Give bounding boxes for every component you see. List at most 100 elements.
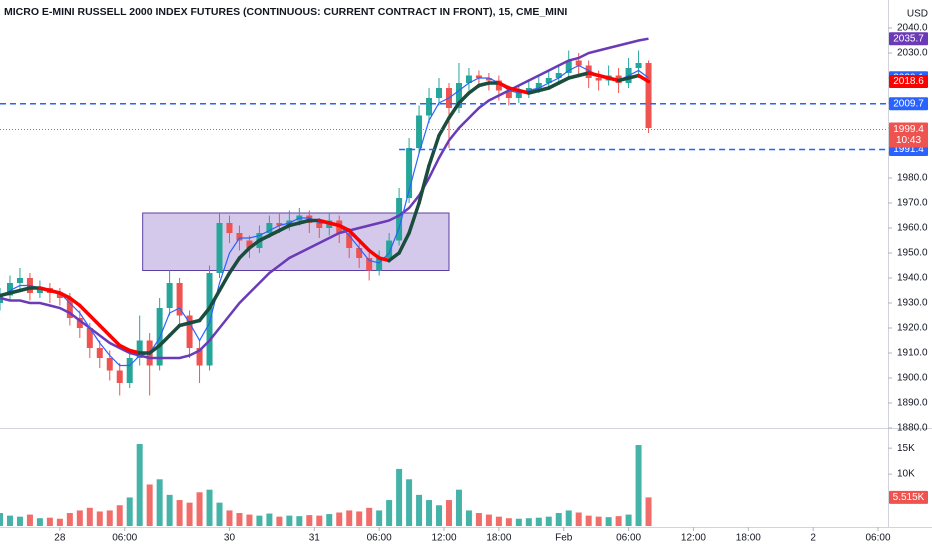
moving-average-segment (427, 133, 441, 168)
y-tick-label: 1970.0 (897, 198, 928, 209)
x-tick-label: 12:00 (431, 533, 456, 544)
x-tick-label: Feb (555, 533, 573, 544)
countdown-label: 10:43 (896, 135, 921, 146)
volume-bar (126, 497, 133, 526)
moving-average-segment (247, 238, 262, 250)
candle-body (136, 340, 143, 358)
y-tick-label: 2040.0 (897, 23, 928, 34)
moving-average-segment (197, 306, 212, 323)
candle-body (565, 60, 572, 73)
candle-body (545, 78, 552, 83)
moving-average-segment (167, 323, 182, 338)
candle-body (465, 75, 472, 83)
volume-bar (266, 513, 273, 526)
candle-body (6, 283, 13, 296)
candle-body (216, 223, 223, 273)
moving-average-segment (257, 233, 272, 243)
candle-body (96, 348, 103, 358)
volume-bar (166, 494, 173, 526)
y-tick-label: 1930.0 (897, 298, 928, 309)
volume-bar (16, 516, 23, 526)
candle-body (266, 223, 273, 233)
x-tick-label: 06:00 (616, 533, 641, 544)
volume-bar (595, 516, 602, 526)
volume-bar (495, 516, 502, 526)
volume-bar (615, 516, 622, 526)
moving-average-segment (58, 291, 72, 300)
volume-bar (216, 502, 223, 526)
moving-average-segment (347, 228, 361, 243)
volume-bar (36, 518, 43, 526)
x-tick-label: 12:00 (681, 533, 706, 544)
y-tick-label: 1980.0 (897, 173, 928, 184)
volume-bar (605, 517, 612, 526)
candle-body (376, 258, 383, 271)
y-tick-label: 2030.0 (897, 48, 928, 59)
volume-bar (465, 510, 472, 526)
candle-body (505, 90, 512, 98)
candle-body (106, 358, 113, 371)
moving-average-segment (217, 271, 232, 293)
volume-bar (555, 513, 562, 526)
x-tick-label: 06:00 (367, 533, 392, 544)
currency-label: USD (907, 9, 928, 20)
last-price-badge (889, 122, 928, 148)
moving-average-segment (387, 251, 401, 263)
volume-bar (136, 444, 143, 526)
moving-average-segment (556, 76, 571, 85)
candle-body (86, 328, 93, 348)
moving-average-segment (98, 323, 112, 338)
volume-tick-label: 10K (897, 469, 915, 480)
candle-body (196, 348, 203, 366)
volume-bar (316, 515, 323, 526)
candle-body (485, 78, 492, 81)
x-tick-label: 28 (54, 533, 66, 544)
candle-body (436, 88, 443, 98)
volume-bar (346, 510, 353, 526)
volume-bar (196, 492, 203, 526)
axes: 1880.0 1890.0 1900.0 1910.0 1920.0 1930.0 1940… (54, 23, 928, 544)
volume-bar (326, 514, 333, 526)
volume-bar (206, 489, 213, 526)
volume-bar (0, 513, 3, 526)
candle-body (645, 63, 652, 128)
candle-body (176, 283, 183, 316)
candle-body (36, 288, 43, 293)
moving-average-segment (227, 256, 242, 275)
price-pane (0, 37, 888, 396)
candle-body (186, 315, 193, 348)
candle-body (495, 80, 502, 91)
volume-bar (436, 505, 443, 526)
candle-body (366, 258, 373, 271)
level-badge-label: 1991.4 (893, 144, 924, 155)
y-tick-label: 1890.0 (897, 398, 928, 409)
volume-bar (366, 507, 373, 526)
y-tick-label: 1940.0 (897, 273, 928, 284)
candle-body (426, 98, 433, 116)
moving-average-segment (108, 333, 122, 348)
volume-bar (236, 513, 243, 526)
moving-average-segment (237, 246, 252, 260)
volume-bar (46, 517, 53, 526)
candle-body (575, 60, 582, 66)
volume-badge-label: 5.515K (893, 492, 925, 503)
volume-bar (406, 479, 413, 526)
volume-bar (66, 513, 73, 526)
volume-bar (645, 497, 652, 526)
candle-body (635, 63, 642, 68)
volume-bar (426, 500, 433, 526)
moving-average-segment (636, 73, 651, 84)
y-tick-label: 1960.0 (897, 223, 928, 234)
volume-bar (6, 515, 13, 526)
volume-bar (96, 511, 103, 526)
candle-body (455, 83, 462, 108)
candle-body (116, 370, 123, 383)
candle-body (66, 298, 73, 318)
candle-body (246, 240, 253, 248)
moving-average-segment (397, 231, 411, 255)
volume-badge (889, 490, 928, 504)
moving-average-segment (78, 303, 92, 318)
x-tick-label: 06:00 (866, 533, 891, 544)
volume-bar (505, 518, 512, 526)
